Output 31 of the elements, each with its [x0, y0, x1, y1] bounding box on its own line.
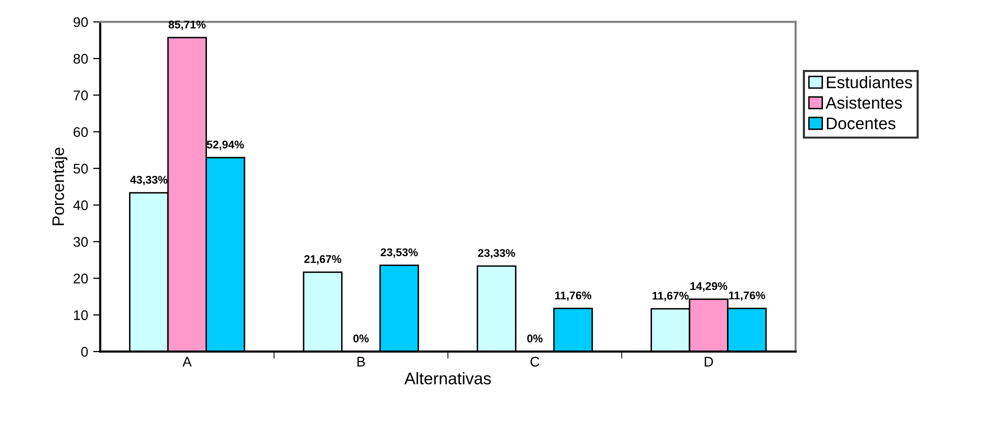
y-tick-label: 90: [74, 17, 88, 28]
data-label: 11,76%: [729, 291, 766, 301]
data-label: 14,29%: [690, 282, 728, 292]
x-tick-label: C: [530, 356, 540, 367]
y-tick-label: 0: [81, 346, 88, 357]
y-tick-label: 40: [73, 200, 88, 210]
legend-label: Docentes: [826, 118, 896, 130]
data-label: 0%: [527, 334, 543, 342]
legend-label: Estudiantes: [826, 76, 912, 88]
y-tick-label: 70: [74, 90, 88, 100]
data-label: 52,94%: [206, 140, 244, 150]
legend-label: Asistentes: [826, 96, 902, 109]
data-label: 0%: [353, 334, 369, 342]
data-label: 11,67%: [652, 292, 689, 302]
x-tick-label: A: [182, 356, 192, 366]
x-tick-label: B: [357, 356, 365, 366]
data-label: 85,71%: [168, 20, 206, 30]
data-label: 43,33%: [130, 176, 168, 186]
y-tick-label: 50: [73, 164, 88, 174]
x-axis-title: Alternativas: [404, 372, 491, 384]
y-tick-label: 20: [74, 274, 88, 284]
data-label: 21,67%: [304, 255, 342, 265]
data-label: 11,76%: [555, 291, 592, 301]
data-label: 23,33%: [478, 249, 516, 259]
y-tick-label: 30: [73, 236, 88, 247]
y-tick-label: 80: [74, 54, 88, 64]
y-tick-label: 60: [74, 127, 88, 137]
data-label: 23,53%: [380, 248, 418, 258]
x-tick-label: D: [704, 356, 714, 366]
y-axis-title: Porcentaje: [52, 148, 68, 226]
y-tick-label: 10: [74, 310, 88, 320]
